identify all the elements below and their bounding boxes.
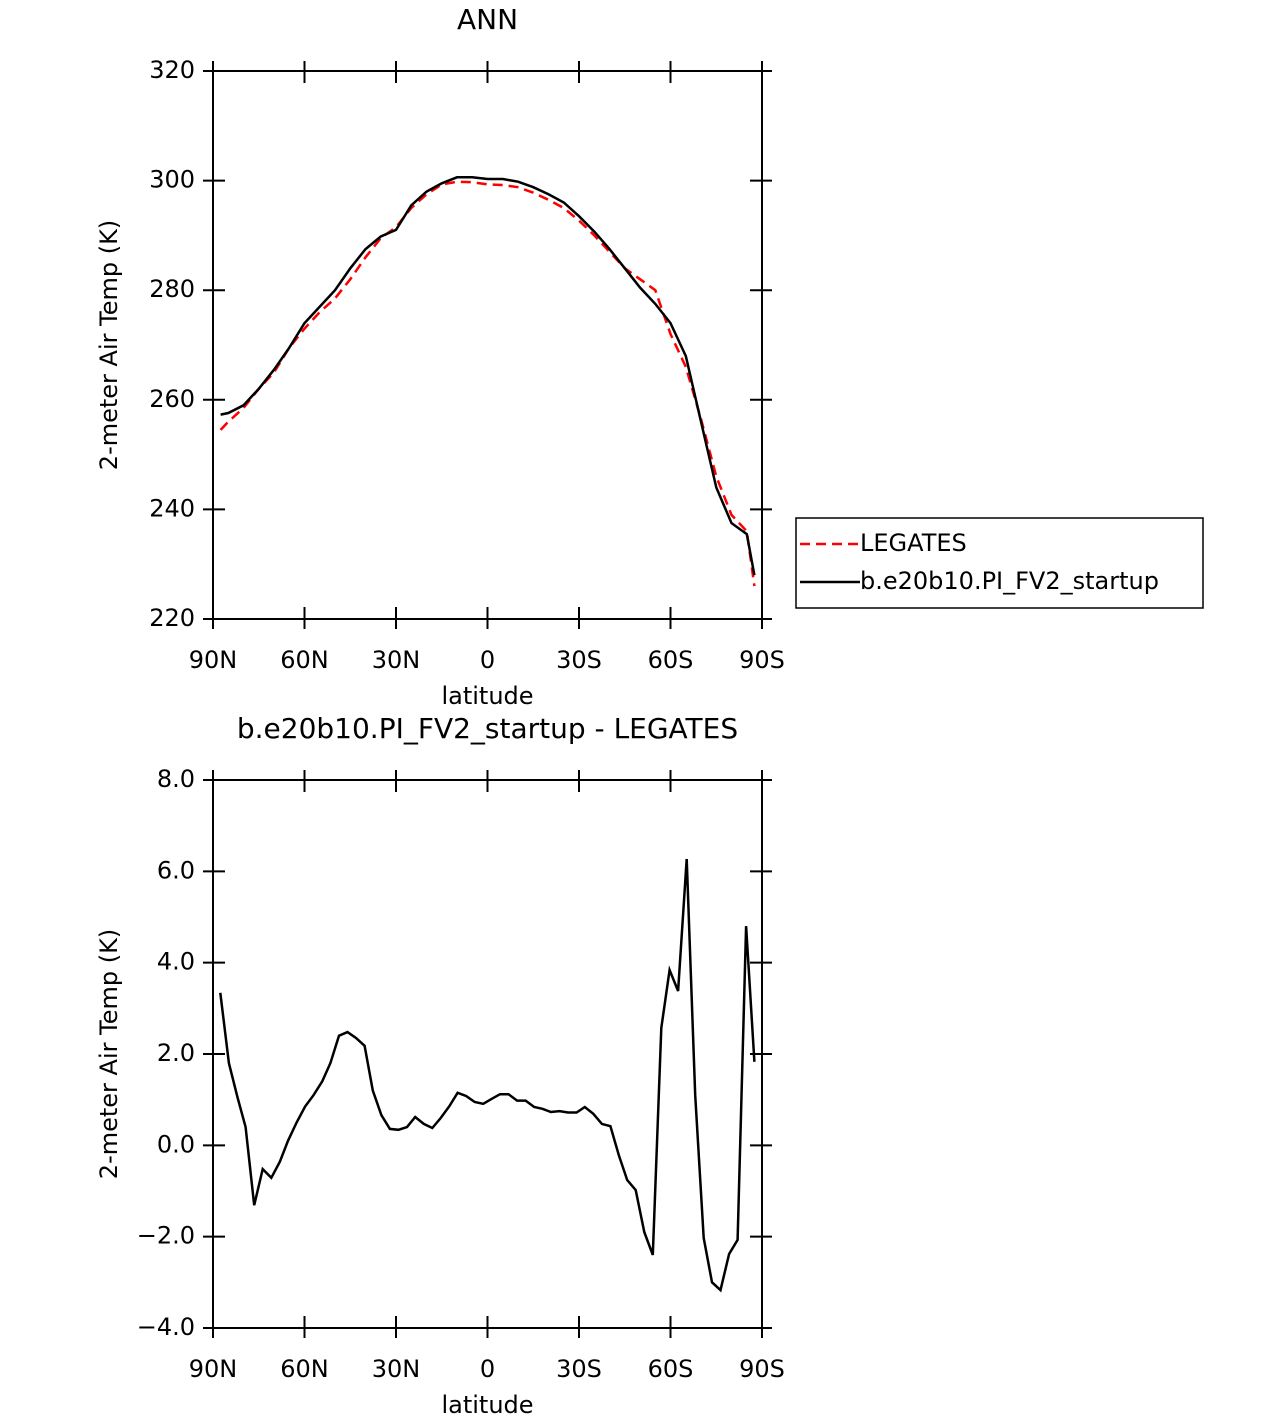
x-tick-label: 60S <box>648 646 694 674</box>
x-tick-label: 0 <box>480 1355 495 1383</box>
y-tick-label: 220 <box>149 604 195 632</box>
x-tick-label: 60N <box>280 646 329 674</box>
x-tick-label: 30N <box>372 1355 421 1383</box>
data-line <box>219 858 756 1293</box>
x-tick-label: 30S <box>556 1355 602 1383</box>
x-tick-label: 0 <box>480 646 495 674</box>
x-axis-label: latitude <box>441 1391 533 1419</box>
plot-frame <box>212 70 763 620</box>
x-tick-label: 60S <box>648 1355 694 1383</box>
y-tick-label: −4.0 <box>137 1313 195 1341</box>
chart-title: ANN <box>457 3 518 36</box>
x-tick-label: 30N <box>372 646 421 674</box>
x-tick-label: 90S <box>739 1355 785 1383</box>
x-tick-label: 60N <box>280 1355 329 1383</box>
data-line <box>220 176 756 576</box>
y-tick-label: 320 <box>149 56 195 84</box>
y-axis-label: 2-meter Air Temp (K) <box>95 929 123 1179</box>
x-tick-label: 30S <box>556 646 602 674</box>
y-tick-label: 4.0 <box>157 948 195 976</box>
plot-frame <box>212 779 763 1329</box>
data-line <box>219 180 756 587</box>
y-tick-label: −2.0 <box>137 1222 195 1250</box>
y-tick-label: 240 <box>149 494 195 522</box>
y-tick-label: 8.0 <box>157 765 195 793</box>
legend-box <box>795 517 1204 609</box>
y-tick-label: 280 <box>149 275 195 303</box>
chart-title: b.e20b10.PI_FV2_startup - LEGATES <box>237 712 738 745</box>
y-tick-label: 260 <box>149 385 195 413</box>
x-axis-label: latitude <box>441 682 533 710</box>
y-axis-label: 2-meter Air Temp (K) <box>95 220 123 470</box>
y-tick-label: 6.0 <box>157 856 195 884</box>
x-tick-label: 90N <box>189 1355 238 1383</box>
legend-label: LEGATES <box>860 529 967 557</box>
y-tick-label: 2.0 <box>157 1039 195 1067</box>
x-tick-label: 90S <box>739 646 785 674</box>
y-tick-label: 0.0 <box>157 1130 195 1158</box>
x-tick-label: 90N <box>189 646 238 674</box>
legend-label: b.e20b10.PI_FV2_startup <box>860 567 1159 595</box>
y-tick-label: 300 <box>149 166 195 194</box>
